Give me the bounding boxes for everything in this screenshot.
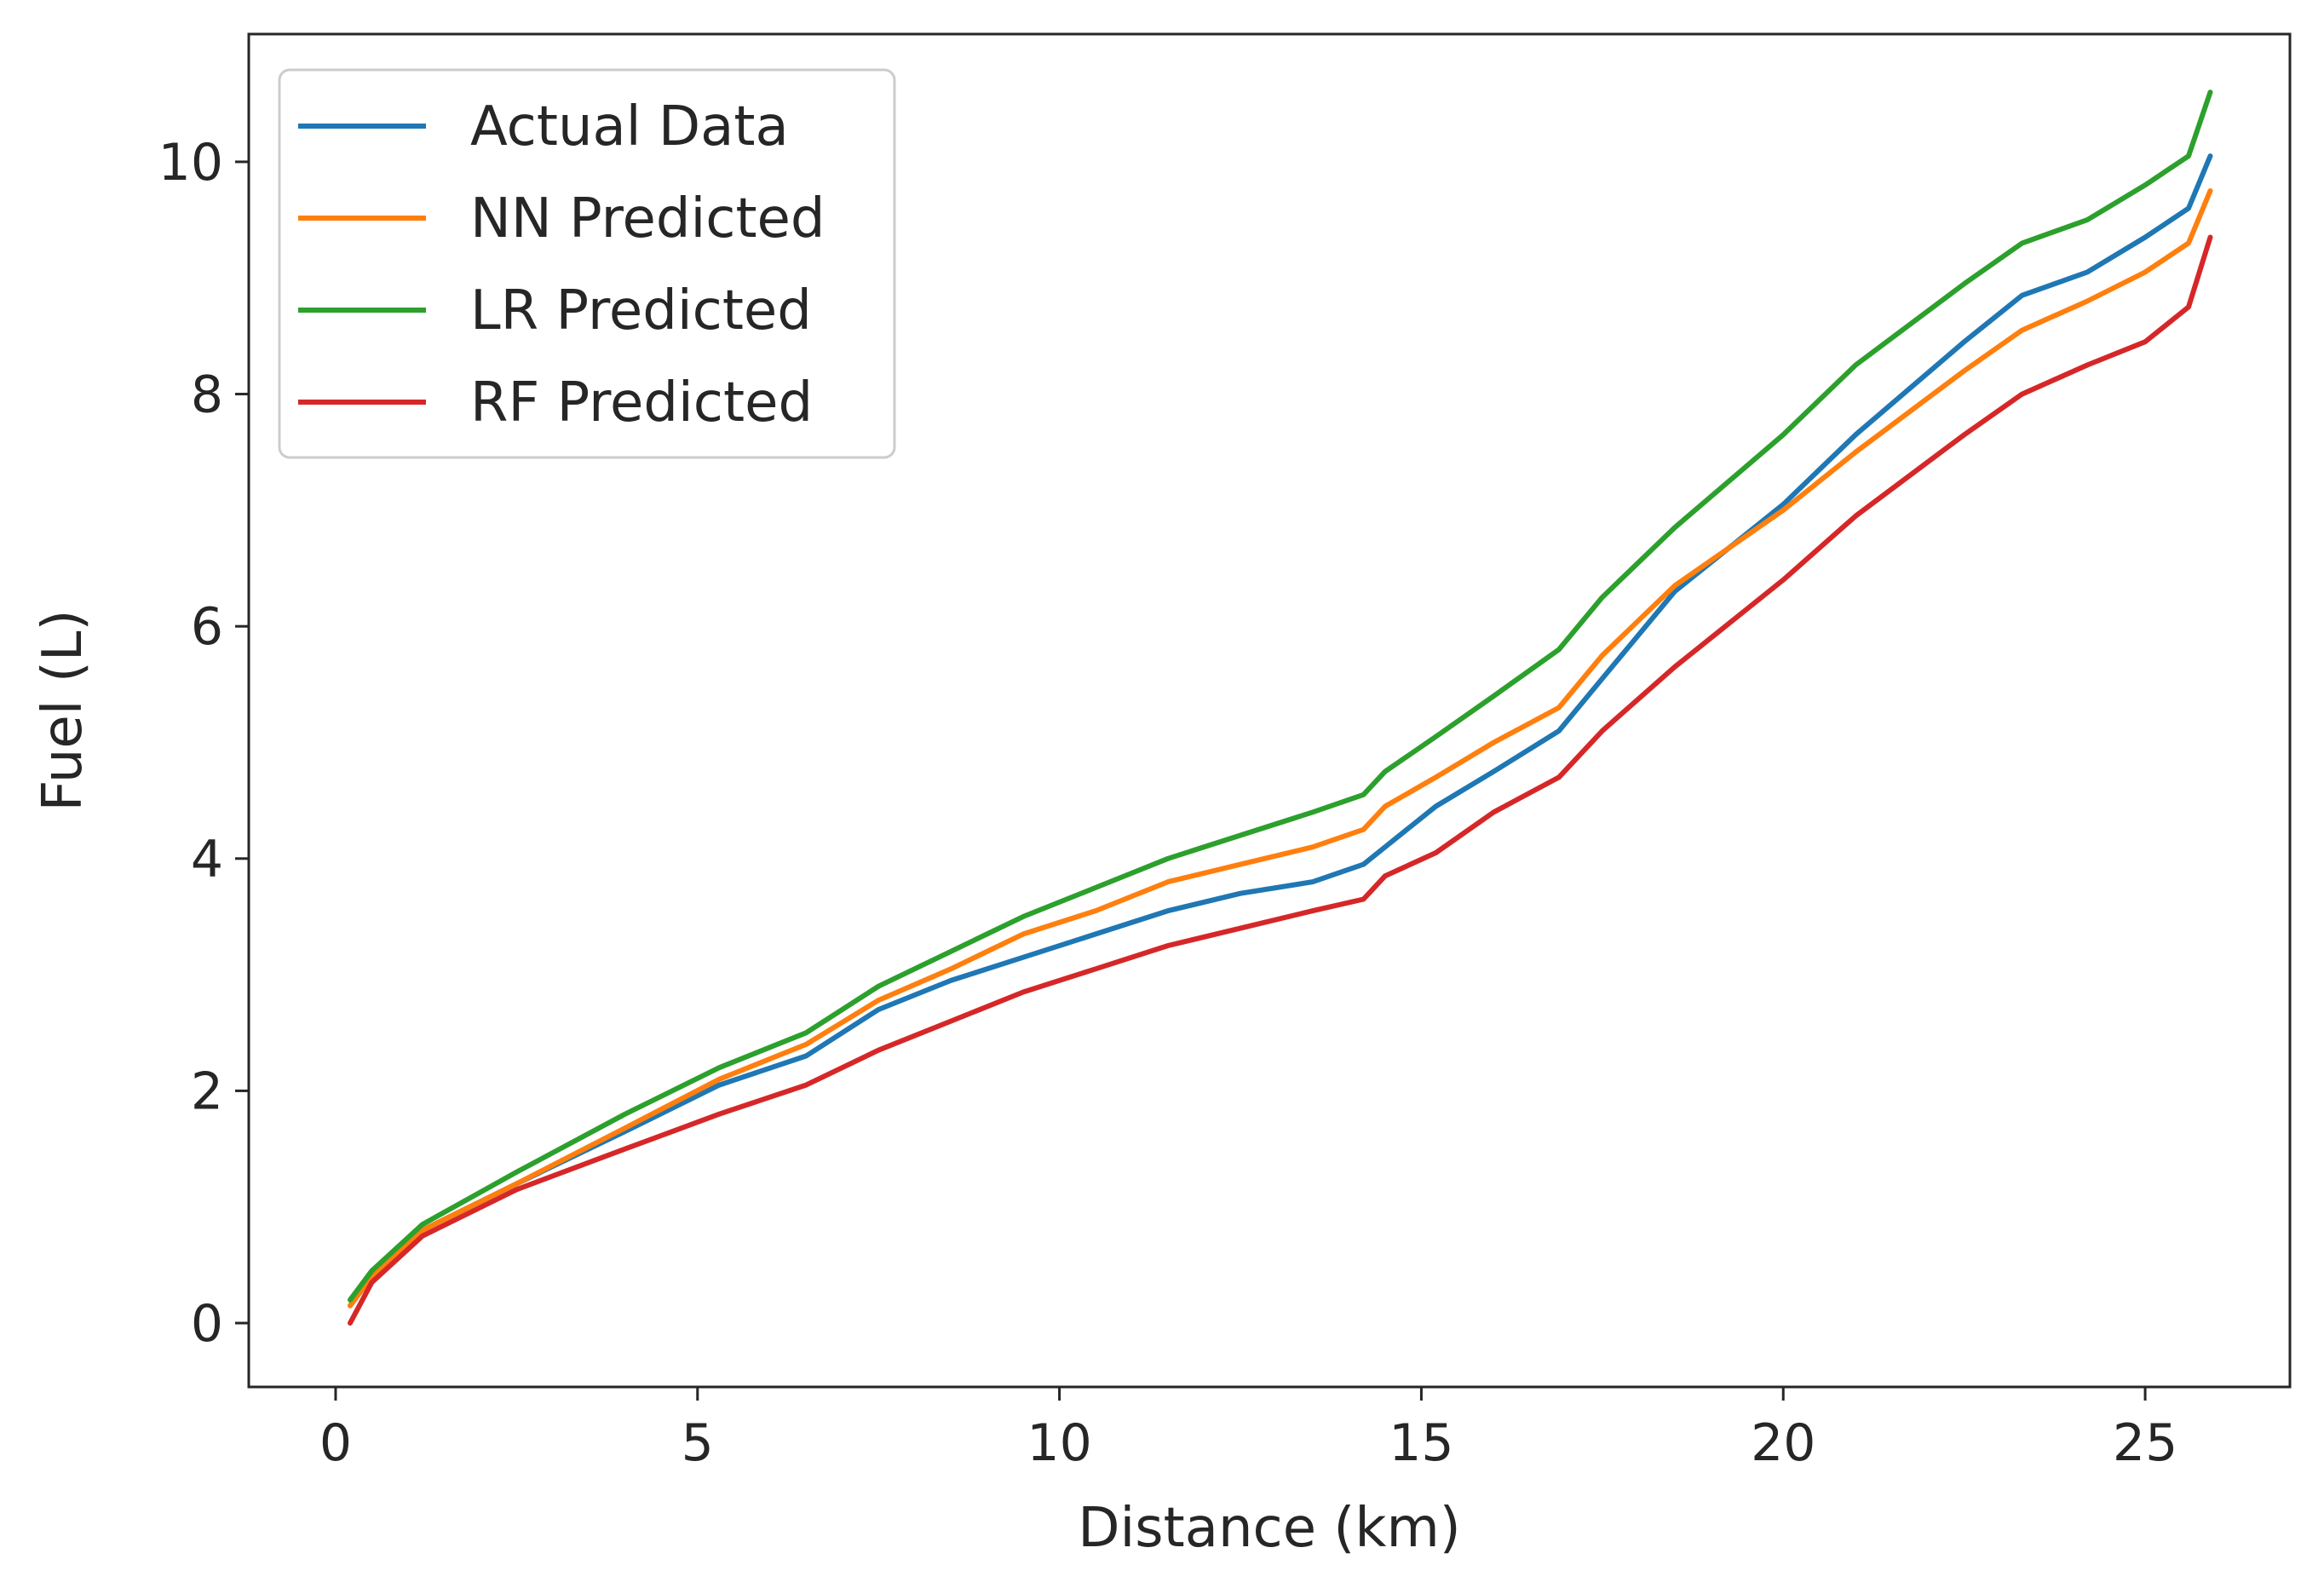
x-axis-label: Distance (km) [1078,1497,1461,1560]
x-tick-label: 0 [319,1413,352,1473]
legend-box [278,68,896,459]
series-line-rf-predicted [348,234,2213,1326]
x-tick-label: 10 [1027,1413,1091,1473]
x-tick-label: 5 [682,1413,714,1473]
y-tick-label: 6 [191,597,223,657]
y-tick-label: 8 [191,365,223,425]
series-line-nn-predicted [348,188,2213,1309]
y-axis: 0 2 4 6 8 10 [158,133,249,1354]
series-line-lr-predicted [348,89,2213,1303]
series-layer [348,89,2213,1326]
y-tick-label: 10 [158,133,223,193]
legend: Actual Data NN Predicted LR Predicted RF Pr… [278,68,896,459]
y-tick-label: 4 [191,830,223,889]
y-tick-label: 0 [191,1294,223,1354]
legend-label: LR Predicted [470,279,812,342]
x-axis: 0 5 10 15 20 25 [319,1387,2177,1473]
x-tick-label: 25 [2113,1413,2177,1473]
legend-label: RF Predicted [470,371,813,434]
legend-label: Actual Data [470,95,789,158]
x-tick-label: 20 [1751,1413,1815,1473]
y-axis-label: Fuel (L) [32,610,95,812]
series-line-actual-data [348,153,2213,1309]
y-tick-label: 2 [191,1062,223,1121]
legend-label: NN Predicted [470,187,825,250]
x-tick-label: 15 [1389,1413,1453,1473]
